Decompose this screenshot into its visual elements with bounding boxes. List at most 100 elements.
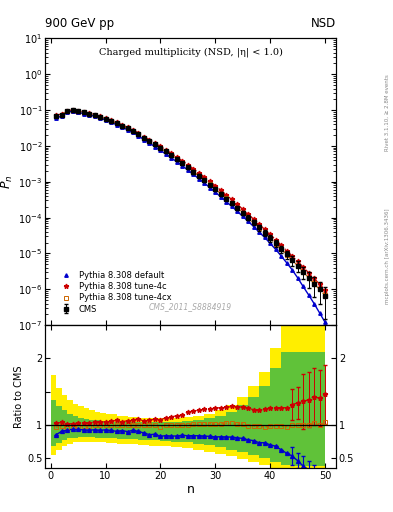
Pythia 8.308 tune-4c xyxy=(158,143,163,150)
Pythia 8.308 default xyxy=(103,117,108,123)
Pythia 8.308 tune-4c xyxy=(141,134,146,140)
Pythia 8.308 tune-4c xyxy=(246,211,251,217)
Pythia 8.308 default xyxy=(81,111,86,117)
Pythia 8.308 default xyxy=(163,151,168,157)
Pythia 8.308 tune-4c xyxy=(235,201,240,207)
Pythia 8.308 tune-4c xyxy=(219,187,223,194)
Pythia 8.308 tune-4cx xyxy=(279,246,283,252)
Pythia 8.308 default xyxy=(295,274,300,281)
Pythia 8.308 tune-4cx xyxy=(130,128,135,134)
Pythia 8.308 tune-4c xyxy=(174,154,179,160)
Pythia 8.308 tune-4cx xyxy=(92,112,97,118)
Pythia 8.308 tune-4c xyxy=(152,140,157,146)
Pythia 8.308 tune-4cx xyxy=(241,209,245,216)
Pythia 8.308 tune-4cx xyxy=(191,168,196,175)
Pythia 8.308 tune-4cx xyxy=(301,269,305,275)
Pythia 8.308 tune-4cx xyxy=(76,109,81,115)
Pythia 8.308 default xyxy=(279,253,283,259)
Text: CMS_2011_S8884919: CMS_2011_S8884919 xyxy=(149,302,232,311)
Pythia 8.308 tune-4cx xyxy=(147,138,152,144)
Pythia 8.308 default xyxy=(59,113,64,119)
Pythia 8.308 tune-4c xyxy=(317,281,322,287)
Pythia 8.308 default xyxy=(241,214,245,220)
Pythia 8.308 tune-4c xyxy=(224,192,229,198)
Pythia 8.308 tune-4cx xyxy=(103,116,108,122)
Pythia 8.308 tune-4c xyxy=(257,221,262,227)
Pythia 8.308 tune-4cx xyxy=(141,135,146,141)
Pythia 8.308 tune-4c xyxy=(306,270,311,276)
Pythia 8.308 tune-4c xyxy=(125,124,130,131)
Pythia 8.308 tune-4cx xyxy=(317,286,322,292)
Pythia 8.308 tune-4cx xyxy=(114,120,119,126)
Pythia 8.308 default xyxy=(208,184,212,190)
Pythia 8.308 tune-4c xyxy=(87,110,92,116)
Pythia 8.308 tune-4c xyxy=(136,130,141,136)
Pythia 8.308 tune-4cx xyxy=(163,148,168,155)
Pythia 8.308 tune-4cx xyxy=(273,241,278,247)
Text: NSD: NSD xyxy=(311,17,336,30)
Line: Pythia 8.308 tune-4cx: Pythia 8.308 tune-4cx xyxy=(54,109,327,297)
Pythia 8.308 tune-4c xyxy=(185,162,190,168)
Pythia 8.308 default xyxy=(169,155,174,161)
Pythia 8.308 tune-4cx xyxy=(59,112,64,118)
Pythia 8.308 default xyxy=(306,292,311,298)
Line: Pythia 8.308 default: Pythia 8.308 default xyxy=(55,110,327,324)
Pythia 8.308 tune-4c xyxy=(65,108,70,114)
Pythia 8.308 tune-4c xyxy=(92,112,97,118)
Pythia 8.308 tune-4cx xyxy=(136,131,141,137)
Pythia 8.308 default xyxy=(119,124,124,130)
Pythia 8.308 tune-4c xyxy=(59,111,64,117)
Pythia 8.308 tune-4c xyxy=(252,216,256,222)
Pythia 8.308 tune-4cx xyxy=(119,122,124,129)
Pythia 8.308 tune-4c xyxy=(103,115,108,121)
Pythia 8.308 tune-4cx xyxy=(235,205,240,211)
Pythia 8.308 default xyxy=(224,199,229,205)
Pythia 8.308 tune-4cx xyxy=(196,173,201,179)
Pythia 8.308 tune-4c xyxy=(312,275,316,282)
Y-axis label: Ratio to CMS: Ratio to CMS xyxy=(14,366,24,428)
Pythia 8.308 tune-4c xyxy=(147,137,152,143)
Pythia 8.308 tune-4c xyxy=(163,147,168,153)
Pythia 8.308 tune-4c xyxy=(295,259,300,265)
Pythia 8.308 tune-4c xyxy=(196,169,201,176)
Pythia 8.308 default xyxy=(54,115,59,121)
Pythia 8.308 tune-4cx xyxy=(185,164,190,170)
Pythia 8.308 tune-4cx xyxy=(268,235,272,241)
Pythia 8.308 tune-4cx xyxy=(295,263,300,269)
Pythia 8.308 tune-4c xyxy=(268,231,272,238)
Pythia 8.308 tune-4c xyxy=(323,287,327,293)
Pythia 8.308 tune-4cx xyxy=(219,190,223,197)
Pythia 8.308 tune-4c xyxy=(202,174,207,180)
Pythia 8.308 tune-4cx xyxy=(202,177,207,183)
Pythia 8.308 tune-4c xyxy=(284,247,289,253)
Pythia 8.308 default xyxy=(174,159,179,165)
Pythia 8.308 default xyxy=(252,224,256,230)
Pythia 8.308 default xyxy=(219,194,223,200)
Pythia 8.308 default xyxy=(147,140,152,146)
Pythia 8.308 tune-4cx xyxy=(87,111,92,117)
Pythia 8.308 default xyxy=(196,176,201,182)
Pythia 8.308 tune-4cx xyxy=(290,257,294,263)
Pythia 8.308 default xyxy=(235,208,240,215)
Pythia 8.308 tune-4cx xyxy=(323,292,327,298)
Pythia 8.308 default xyxy=(98,115,103,121)
Pythia 8.308 default xyxy=(191,172,196,178)
Pythia 8.308 tune-4cx xyxy=(284,251,289,258)
Pythia 8.308 tune-4cx xyxy=(213,186,218,192)
Pythia 8.308 tune-4c xyxy=(191,166,196,172)
Pythia 8.308 tune-4c xyxy=(109,117,114,123)
Y-axis label: $P_n$: $P_n$ xyxy=(0,175,15,189)
Pythia 8.308 tune-4cx xyxy=(158,145,163,151)
Pythia 8.308 tune-4c xyxy=(208,178,212,184)
Pythia 8.308 tune-4cx xyxy=(70,108,75,114)
Pythia 8.308 default xyxy=(125,127,130,133)
Pythia 8.308 tune-4cx xyxy=(152,141,157,147)
Pythia 8.308 tune-4cx xyxy=(109,118,114,124)
Pythia 8.308 default xyxy=(136,133,141,139)
Pythia 8.308 default xyxy=(65,109,70,115)
Pythia 8.308 tune-4c xyxy=(279,242,283,248)
Pythia 8.308 default xyxy=(130,129,135,135)
Pythia 8.308 tune-4cx xyxy=(257,225,262,231)
Pythia 8.308 default xyxy=(262,234,267,241)
Pythia 8.308 default xyxy=(76,110,81,116)
